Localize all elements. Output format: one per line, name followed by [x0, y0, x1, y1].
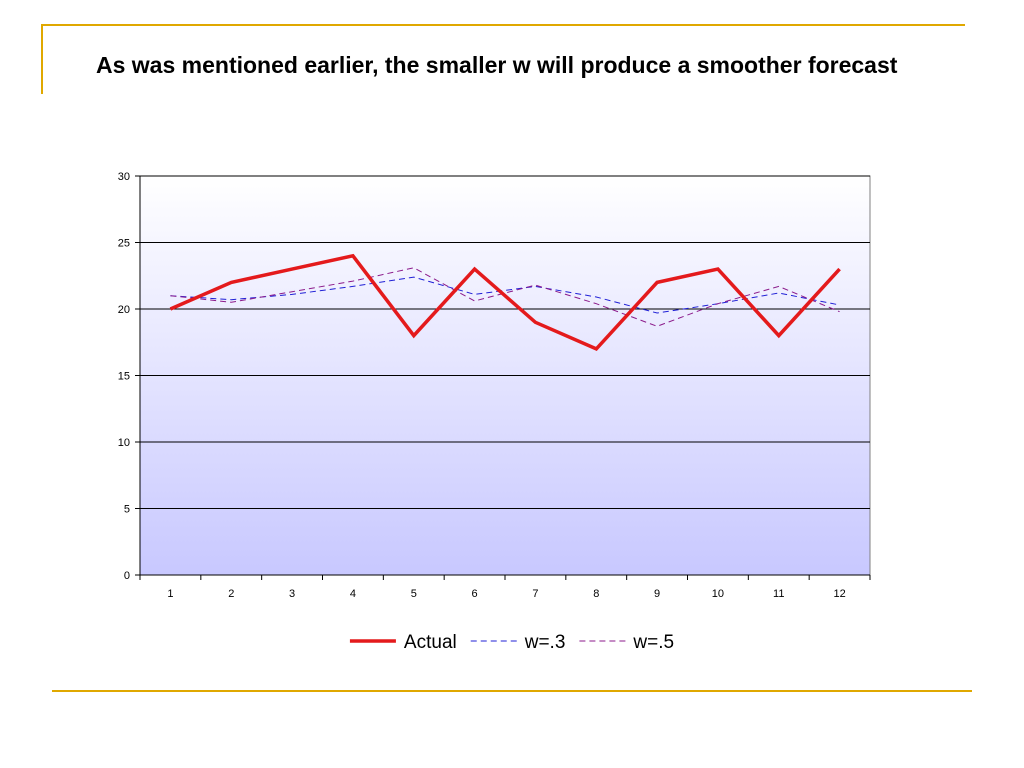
x-tick-label: 5	[411, 588, 417, 600]
x-tick-label: 4	[350, 588, 356, 600]
y-tick-label: 10	[118, 437, 130, 449]
top-accent-rule	[41, 24, 965, 26]
x-tick-label: 8	[593, 588, 599, 600]
x-tick-label: 7	[532, 588, 538, 600]
legend-label-w-5: w=.5	[632, 632, 674, 653]
x-tick-label: 6	[472, 588, 478, 600]
y-tick-label: 20	[118, 304, 130, 316]
slide-title: As was mentioned earlier, the smaller w …	[96, 52, 898, 78]
y-tick-label: 25	[118, 238, 130, 250]
legend-label-actual: Actual	[404, 632, 457, 653]
y-tick-label: 15	[118, 371, 130, 383]
y-tick-label: 5	[124, 504, 130, 516]
x-tick-label: 3	[289, 588, 295, 600]
y-tick-label: 0	[124, 570, 130, 582]
legend-label-w-3: w=.3	[524, 632, 566, 653]
x-tick-label: 12	[833, 588, 845, 600]
x-tick-label: 1	[167, 588, 173, 600]
x-tick-label: 9	[654, 588, 660, 600]
bottom-accent-rule	[52, 690, 972, 692]
x-tick-label: 10	[712, 588, 724, 600]
x-tick-label: 11	[773, 588, 784, 600]
series-line-actual	[169, 253, 841, 352]
left-accent-rule	[41, 24, 43, 94]
series-line-w-5	[170, 267, 840, 327]
y-tick-label: 30	[118, 171, 130, 183]
series-line-w-3	[170, 276, 840, 314]
x-tick-label: 2	[228, 588, 234, 600]
